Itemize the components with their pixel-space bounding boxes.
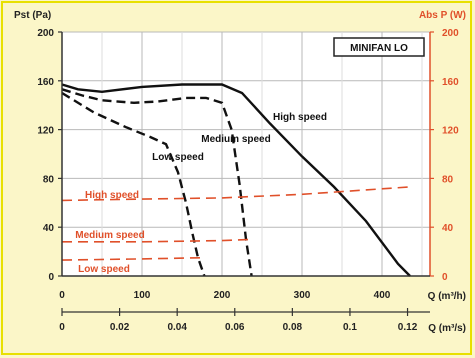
x-top-tick-label: 100 [134, 290, 151, 301]
x-bottom-tick-label: 0.08 [283, 322, 303, 333]
label-medium-speed: Medium speed [201, 134, 270, 145]
series-line-5 [61, 256, 205, 261]
right-axis-title: Abs P (W) [419, 10, 466, 21]
right-tick-label: 40 [442, 223, 454, 234]
x-bottom-tick-label: 0.06 [225, 322, 245, 333]
x-top-tick-label: 300 [294, 290, 311, 301]
label-power-medium: Medium speed [75, 230, 144, 241]
x-bottom-tick-label: 0 [59, 322, 65, 333]
axis-layer: 0 40 80 120 160 200 0 40 80 120 160 200 0 100 200 300 40… [14, 10, 466, 334]
chart-title: MINIFAN LO [350, 43, 408, 54]
right-tick-label: 0 [442, 272, 448, 283]
title-box [333, 37, 425, 57]
series-line-2 [61, 91, 206, 277]
x-top-tick-label: 400 [374, 290, 391, 301]
x-bottom-tick-label: 0.04 [167, 322, 187, 333]
label-power-low: Low speed [78, 264, 130, 275]
x-bottom-tick-label: 0.12 [398, 322, 418, 333]
right-tick-label: 120 [442, 126, 459, 137]
label-high-speed: High speed [273, 112, 327, 123]
left-tick-label: 80 [43, 174, 55, 185]
x-top-tick-label: 0 [59, 290, 65, 301]
left-tick-label: 0 [48, 272, 54, 283]
x-top-axis-title: Q (m³/h) [428, 291, 466, 302]
series-line-4 [62, 238, 252, 243]
series-line-3 [61, 186, 411, 202]
left-tick-label: 160 [37, 77, 54, 88]
label-power-high: High speed [85, 190, 139, 201]
left-tick-label: 200 [37, 28, 54, 39]
series-line-1 [61, 88, 253, 277]
series-line-0 [61, 83, 411, 277]
right-tick-label: 160 [442, 77, 459, 88]
right-tick-label: 200 [442, 28, 459, 39]
x-bottom-tick-label: 0.02 [110, 322, 130, 333]
x-bottom-tick-label: 0.1 [343, 322, 357, 333]
label-low-speed: Low speed [152, 152, 204, 163]
x-top-tick-label: 200 [214, 290, 231, 301]
series-layer [61, 83, 411, 277]
x-bottom-axis-title: Q (m³/s) [428, 323, 466, 334]
right-tick-label: 80 [442, 174, 454, 185]
left-axis-title: Pst (Pa) [14, 10, 51, 21]
left-tick-label: 120 [37, 126, 54, 137]
left-tick-label: 40 [43, 223, 55, 234]
